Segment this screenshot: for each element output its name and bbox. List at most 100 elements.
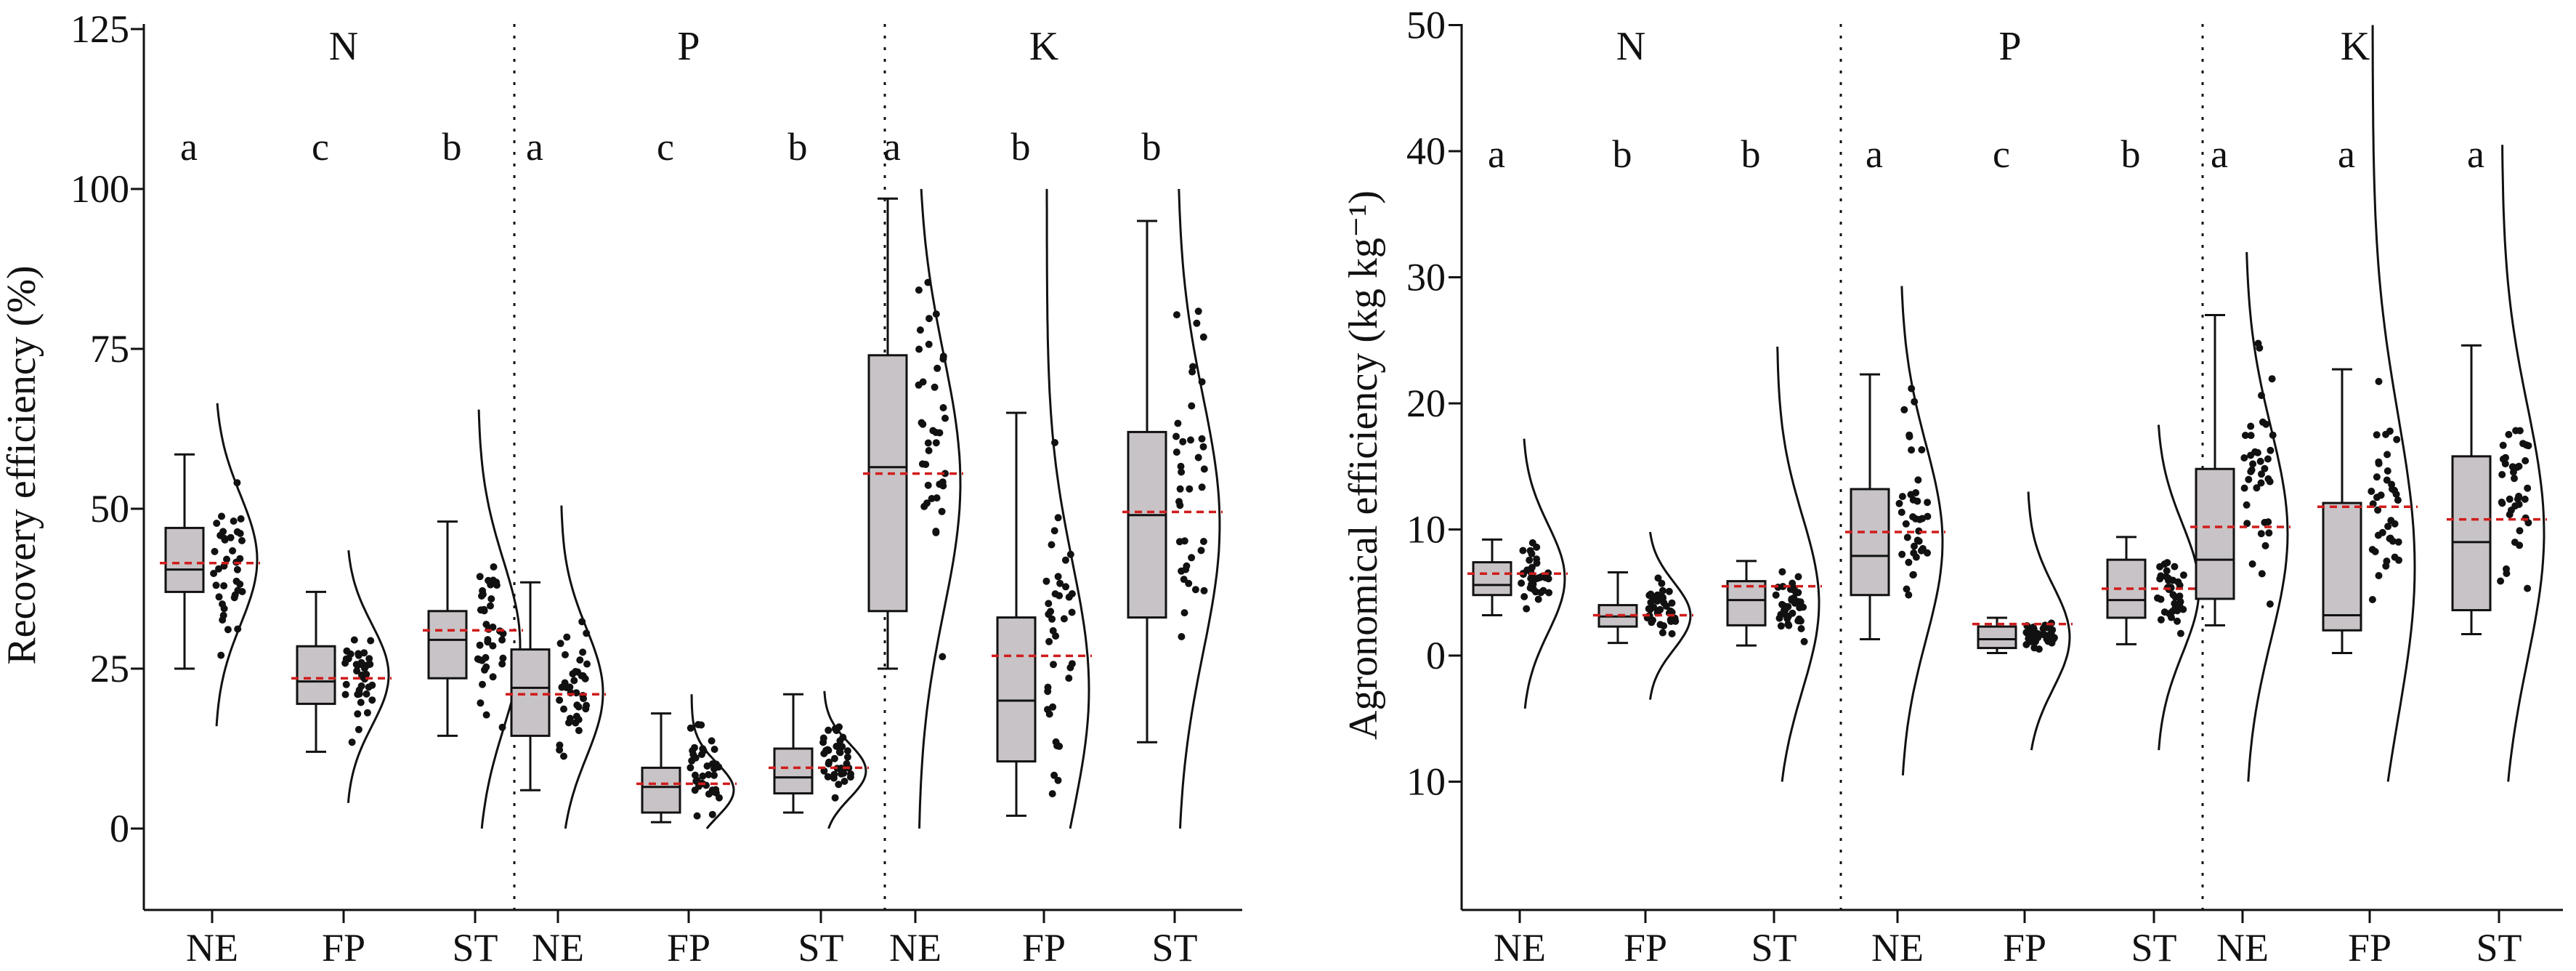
data-point <box>2506 495 2514 503</box>
data-point <box>1056 592 1064 600</box>
data-point <box>365 683 373 691</box>
data-point <box>238 588 246 595</box>
data-point <box>1911 542 1918 550</box>
data-point <box>1898 550 1906 558</box>
data-point <box>697 721 705 729</box>
data-point <box>1909 571 1917 579</box>
data-point <box>570 677 578 685</box>
data-point <box>1658 579 1666 587</box>
data-point <box>939 352 947 360</box>
data-point <box>686 764 694 772</box>
data-point <box>219 528 227 536</box>
data-point <box>487 595 495 603</box>
data-point <box>2394 538 2402 546</box>
data-point <box>220 605 228 613</box>
data-point <box>1528 539 1536 547</box>
box <box>1850 488 1890 597</box>
data-point <box>2247 422 2255 430</box>
data-point <box>1199 443 1207 451</box>
data-points <box>1643 574 1680 637</box>
data-point <box>2394 496 2402 504</box>
data-point <box>1905 432 1913 440</box>
data-point <box>1897 508 1905 516</box>
x-tick-label: NE <box>1494 926 1546 970</box>
data-points <box>210 479 246 659</box>
data-point <box>1650 595 1658 603</box>
density-curve <box>823 690 867 829</box>
data-point <box>482 711 490 719</box>
data-point <box>1191 586 1199 594</box>
data-point <box>2524 484 2532 492</box>
data-point <box>2174 607 2182 615</box>
data-point <box>1050 661 1057 669</box>
data-point <box>2163 567 2171 575</box>
x-tick-label: FP <box>1624 926 1667 970</box>
data-point <box>1545 589 1553 597</box>
data-point <box>2516 427 2524 435</box>
data-point <box>1910 549 1918 557</box>
data-point <box>1658 629 1666 637</box>
data-point <box>2174 617 2181 625</box>
data-point <box>350 636 358 644</box>
data-point <box>2497 577 2505 585</box>
x-tick-label: ST <box>2476 926 2522 970</box>
data-point <box>1908 446 1916 454</box>
data-point <box>498 636 506 644</box>
data-point <box>1180 609 1188 617</box>
data-point <box>843 753 851 761</box>
significance-letter: b <box>1613 132 1632 176</box>
data-point <box>2163 559 2171 567</box>
data-point <box>1778 600 1786 608</box>
data-point <box>1533 555 1541 563</box>
data-point <box>211 547 219 555</box>
data-points <box>2497 427 2532 592</box>
data-point <box>1909 496 1917 504</box>
data-point <box>920 502 928 510</box>
data-point <box>2383 451 2391 459</box>
data-point <box>1179 438 1187 446</box>
data-point <box>1050 771 1058 779</box>
data-point <box>220 582 228 589</box>
data-point <box>1197 547 1205 555</box>
x-tick-label: FP <box>1022 926 1066 970</box>
data-point <box>215 565 222 573</box>
significance-letter: b <box>1011 125 1031 169</box>
data-point <box>219 616 227 624</box>
data-point <box>572 712 580 720</box>
data-point <box>2030 625 2038 633</box>
data-point <box>1912 489 1920 496</box>
data-point <box>489 642 497 650</box>
data-point <box>835 781 843 789</box>
data-point <box>820 767 828 775</box>
data-point <box>1068 608 1076 616</box>
data-point <box>2371 548 2379 555</box>
data-point <box>939 478 947 486</box>
data-point <box>2264 455 2272 463</box>
density-curve <box>1045 189 1090 829</box>
data-point <box>1783 612 1791 620</box>
data-point <box>2515 462 2523 470</box>
data-point <box>484 636 492 644</box>
density-curve <box>2371 25 2416 782</box>
data-point <box>1902 520 1910 528</box>
data-point <box>355 651 362 659</box>
data-point <box>233 565 241 573</box>
data-point <box>933 494 941 502</box>
data-point <box>2511 475 2518 483</box>
y-tick-label: 75 <box>90 327 129 371</box>
data-point <box>2368 488 2375 495</box>
data-point <box>357 698 365 706</box>
data-point <box>2373 473 2381 481</box>
data-point <box>1797 625 1805 632</box>
x-tick-label: NE <box>532 926 584 970</box>
data-point <box>938 507 946 515</box>
data-point <box>2164 574 2172 582</box>
data-point <box>1914 476 1922 484</box>
y-tick-label: 20 <box>1406 382 1446 425</box>
data-point <box>362 670 370 678</box>
data-point <box>693 776 701 784</box>
data-point <box>1198 435 1206 443</box>
data-point <box>1526 556 1534 564</box>
data-point <box>824 773 832 781</box>
data-point <box>916 326 924 334</box>
